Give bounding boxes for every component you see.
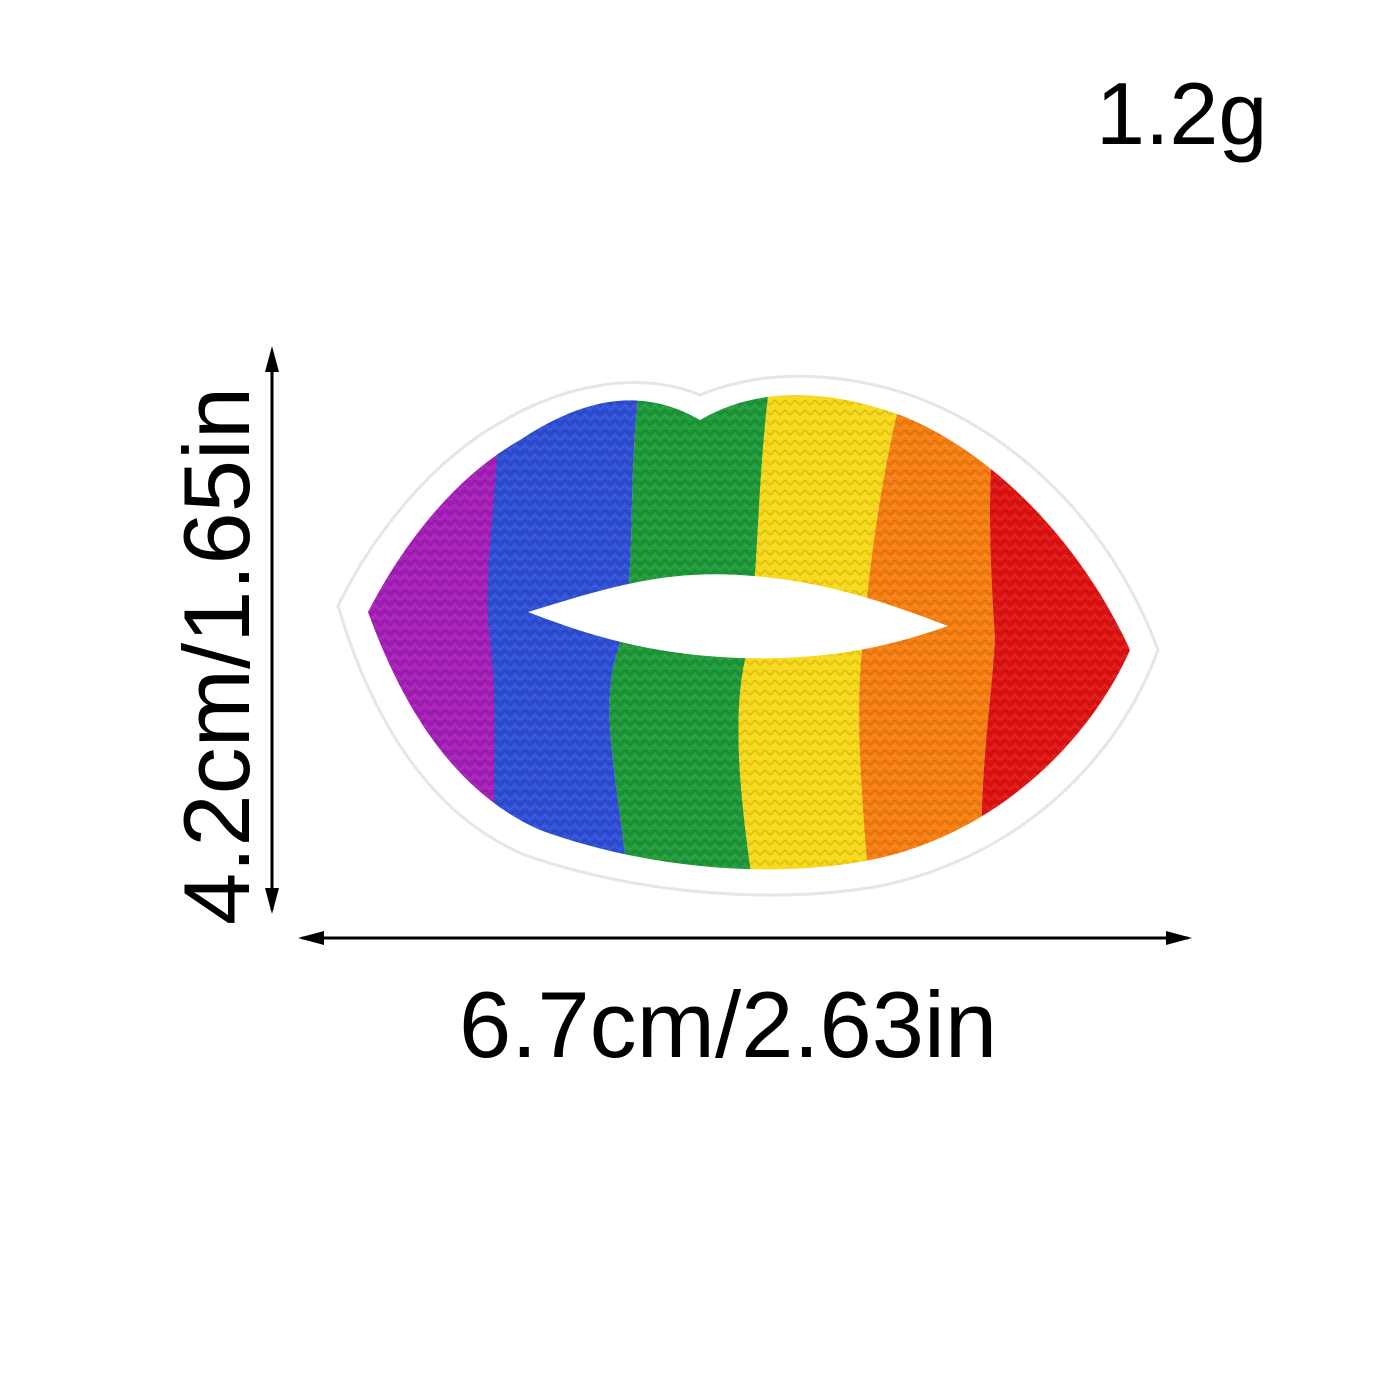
- weight-label: 1.2g: [1096, 64, 1268, 163]
- width-label: 6.7cm/2.63in: [459, 972, 998, 1077]
- mouth-opening: [528, 574, 948, 659]
